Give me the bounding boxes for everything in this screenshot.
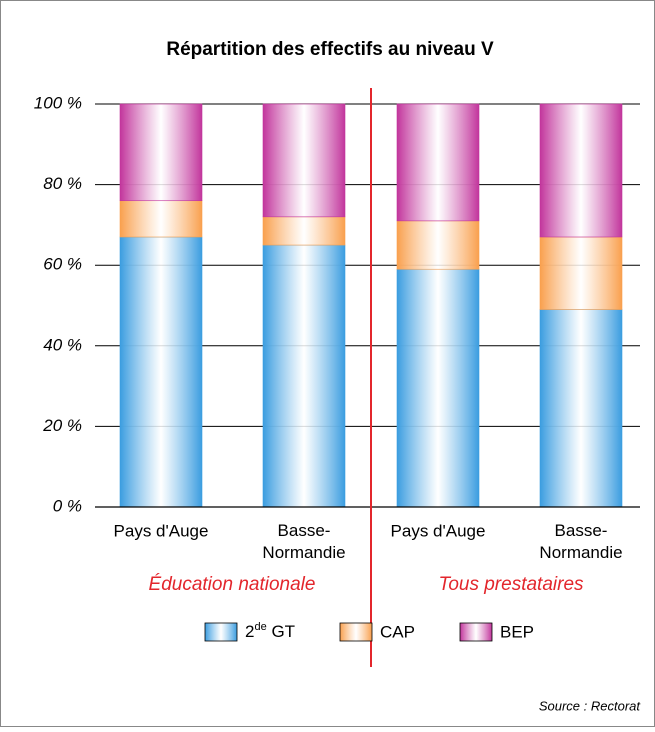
group-label: Éducation nationale (149, 574, 316, 595)
chart-title: Répartition des effectifs au niveau V (166, 39, 494, 60)
legend-label: BEP (500, 622, 534, 641)
legend-swatch (339, 622, 373, 642)
bar-segment (396, 103, 480, 222)
legend-label: 2de GT (245, 621, 295, 642)
legend-swatch (459, 622, 493, 642)
x-tick-label: Basse-Normandie (262, 521, 345, 562)
group-label: Tous prestataires (438, 574, 584, 595)
bar-segment (396, 220, 480, 270)
x-tick-label: Pays d'Auge (391, 521, 486, 540)
bar-segment (539, 103, 623, 238)
bar-segment (396, 268, 480, 508)
bar-segment (119, 236, 203, 508)
source: Source : Rectorat (539, 698, 642, 713)
y-tick-label: 60 % (43, 255, 82, 274)
legend-label: CAP (380, 622, 415, 641)
bar-segment (262, 244, 346, 508)
bar-segment (262, 216, 346, 246)
legend-swatch (204, 622, 238, 642)
x-tick-label: Basse-Normandie (539, 521, 622, 562)
y-tick-label: 20 % (42, 416, 82, 435)
y-tick-label: 40 % (43, 335, 82, 354)
bar-segment (119, 200, 203, 238)
x-tick-label: Pays d'Auge (114, 521, 209, 540)
bar-segment (539, 309, 623, 508)
y-tick-label: 0 % (53, 496, 82, 515)
y-tick-label: 100 % (34, 93, 82, 112)
bar-segment (119, 103, 203, 202)
bar-segment (539, 236, 623, 310)
bar-segment (262, 103, 346, 218)
y-tick-label: 80 % (43, 174, 82, 193)
